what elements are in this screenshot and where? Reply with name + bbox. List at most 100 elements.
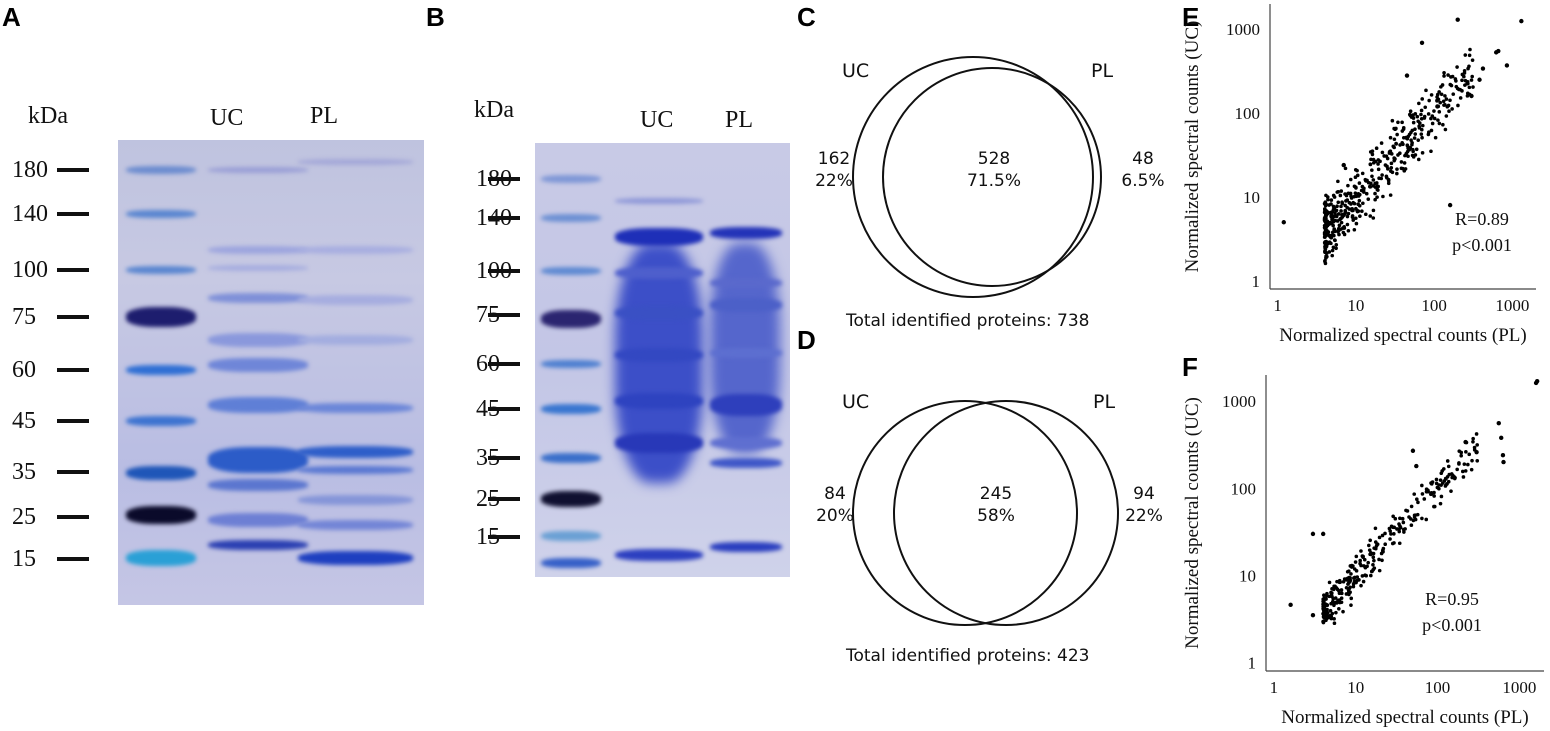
marker-tick-140 [488, 216, 520, 220]
x-axis-label: Normalized spectral counts (PL) [1281, 707, 1528, 728]
data-point [1354, 221, 1359, 226]
gel-a-ladder-band [126, 416, 196, 426]
venn-c-overlap-pct: 71.5% [966, 171, 1021, 192]
data-point [1348, 177, 1353, 182]
gel-b-ladder-band [541, 531, 601, 541]
data-point [1325, 591, 1329, 596]
gel-a-pl-band [298, 551, 413, 565]
data-point [1339, 204, 1343, 209]
data-point [1327, 580, 1332, 585]
data-point [1413, 132, 1418, 136]
data-point [1341, 162, 1346, 168]
data-point [1463, 469, 1468, 473]
data-point [1405, 509, 1410, 513]
data-point [1457, 87, 1461, 92]
data-point [1368, 538, 1372, 543]
data-point [1342, 213, 1346, 217]
gel-a-lane-pl-label: PL [310, 103, 339, 129]
data-point [1439, 85, 1443, 89]
data-point [1358, 558, 1363, 563]
data-point [1357, 203, 1362, 208]
data-point [1334, 601, 1339, 605]
panel-label-c: C [797, 2, 816, 32]
marker-tick-180 [488, 177, 520, 181]
data-point [1420, 483, 1424, 488]
data-point [1332, 227, 1337, 231]
data-point [1432, 494, 1436, 498]
data-point [1330, 594, 1334, 599]
venn-d-uc-only-count: 84 [824, 484, 846, 504]
data-point [1341, 609, 1345, 614]
gel-a-pl-band [298, 335, 413, 345]
data-point [1420, 492, 1425, 496]
gel-b-pl-band [710, 394, 782, 416]
data-point [1380, 548, 1385, 553]
data-point [1383, 531, 1387, 536]
gel-b-ladder-band [541, 404, 601, 414]
gel-a-uc-band [208, 479, 308, 491]
gel-a-ladder-band [126, 307, 196, 327]
gel-b-ladder-band [541, 491, 601, 507]
y-tick-label: 10 [1239, 566, 1256, 585]
data-point [1412, 492, 1417, 496]
data-point [1355, 168, 1359, 173]
data-point [1410, 448, 1416, 453]
data-point [1349, 596, 1354, 601]
data-point [1429, 128, 1434, 133]
data-point [1281, 220, 1286, 225]
data-point [1369, 157, 1373, 162]
data-point [1404, 73, 1410, 78]
data-point [1337, 223, 1342, 228]
data-point [1465, 81, 1469, 86]
data-point [1463, 53, 1468, 57]
gel-a-pl-band [298, 520, 413, 530]
data-point [1333, 584, 1337, 589]
data-point [1409, 504, 1414, 509]
data-point [1415, 497, 1419, 502]
data-point [1437, 110, 1442, 114]
data-point [1435, 104, 1440, 109]
gel-a-ladder-band [126, 210, 196, 218]
data-point [1386, 181, 1391, 186]
data-point [1534, 378, 1540, 384]
data-point [1361, 579, 1366, 584]
data-point [1471, 439, 1475, 444]
data-point [1360, 554, 1365, 558]
data-point [1464, 450, 1468, 454]
gel-b-uc-band [615, 198, 703, 204]
data-point [1350, 215, 1355, 219]
data-point [1412, 136, 1417, 140]
data-point [1322, 593, 1326, 598]
data-point [1329, 592, 1334, 596]
data-point [1351, 584, 1356, 589]
data-point [1394, 142, 1398, 146]
data-point [1330, 253, 1335, 258]
gel-b-ladder-band [541, 310, 601, 328]
data-point [1460, 78, 1464, 83]
data-point [1399, 160, 1404, 164]
data-point [1335, 204, 1339, 209]
marker-tick-15 [488, 535, 520, 539]
data-point [1443, 127, 1448, 132]
data-point [1330, 587, 1334, 591]
data-point [1354, 554, 1359, 559]
data-point [1439, 471, 1444, 476]
data-point [1325, 195, 1330, 199]
venn-c-pl-only: 48 6.5% [1118, 148, 1168, 192]
data-point [1493, 50, 1499, 55]
data-point [1368, 150, 1373, 154]
marker-tick-75 [57, 315, 89, 319]
data-point [1352, 201, 1357, 206]
data-point [1372, 558, 1376, 563]
y-tick-label: 100 [1235, 104, 1261, 123]
data-point [1336, 212, 1341, 216]
venn-d-pl-only-pct: 22% [1125, 506, 1163, 527]
data-point [1471, 85, 1475, 89]
data-point [1390, 170, 1395, 175]
data-point [1334, 208, 1339, 213]
data-point [1470, 458, 1474, 463]
gel-b-ladder-band [541, 214, 601, 222]
data-point [1426, 132, 1431, 137]
data-point [1359, 563, 1363, 568]
data-point [1342, 577, 1347, 581]
